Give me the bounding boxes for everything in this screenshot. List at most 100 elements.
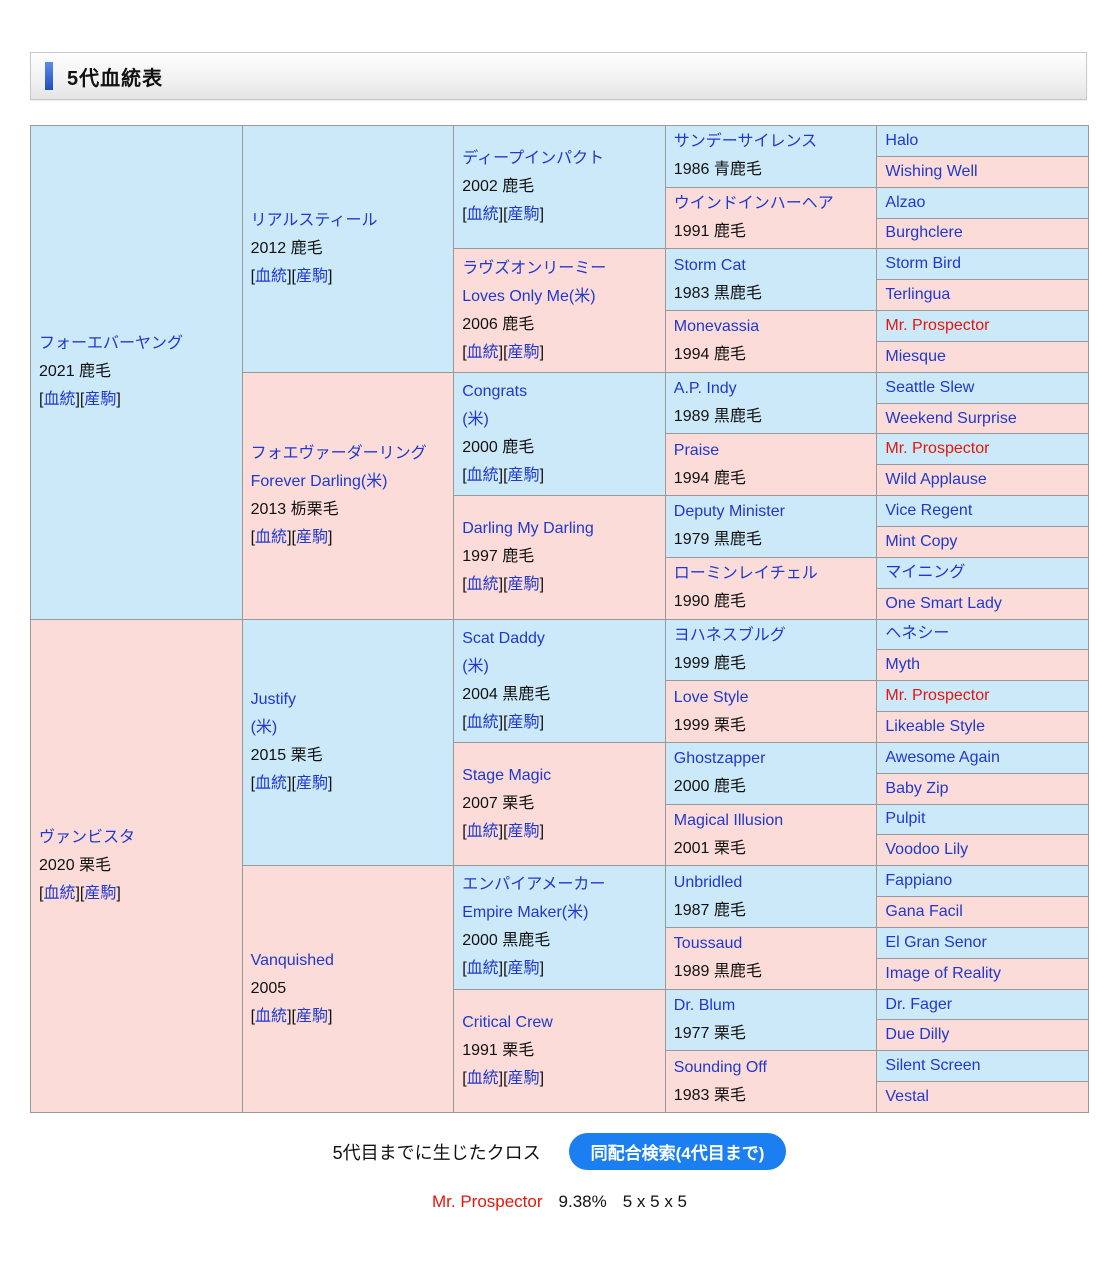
horse-name-link[interactable]: Vice Regent (885, 502, 973, 520)
offspring-link[interactable]: 産駒 (295, 775, 328, 793)
horse-name-link[interactable]: Fappiano (885, 872, 953, 890)
offspring-link[interactable]: 産駒 (507, 206, 540, 224)
horse-name-link[interactable]: Due Dilly (885, 1026, 950, 1044)
offspring-link[interactable]: 産駒 (295, 267, 328, 285)
horse-name-link[interactable]: Wild Applause (885, 471, 987, 489)
horse-name-link[interactable]: リアルスティール (250, 211, 378, 229)
horse-name-link[interactable]: Forever Darling(米) (250, 472, 388, 490)
horse-name-link[interactable]: Unbridled (673, 873, 743, 891)
offspring-link[interactable]: 産駒 (507, 466, 540, 484)
offspring-link[interactable]: 産駒 (84, 884, 117, 902)
horse-name-link[interactable]: Storm Cat (673, 256, 746, 274)
horse-name-link[interactable]: Voodoo Lily (885, 841, 969, 859)
horse-name-link[interactable]: A.P. Indy (673, 380, 737, 398)
horse-name-link[interactable]: ウインドインハーヘア (673, 195, 834, 213)
horse-name-link[interactable]: Storm Bird (885, 255, 961, 273)
offspring-link[interactable]: 産駒 (507, 713, 540, 731)
horse-name-link[interactable]: ラヴズオンリーミー (462, 259, 607, 277)
pedigree-link[interactable]: 血統 (255, 775, 288, 793)
offspring-link[interactable]: 産駒 (507, 1069, 540, 1087)
offspring-link[interactable]: 産駒 (295, 1008, 328, 1026)
offspring-link[interactable]: 産駒 (295, 528, 328, 546)
pedigree-link[interactable]: 血統 (255, 528, 288, 546)
pedigree-link[interactable]: 血統 (255, 1008, 288, 1026)
pedigree-link[interactable]: 血統 (466, 206, 499, 224)
pedigree-link[interactable]: 血統 (466, 960, 499, 978)
horse-name-link[interactable]: Toussaud (673, 935, 743, 953)
horse-name-link[interactable]: Dr. Fager (885, 995, 953, 1013)
horse-name-link[interactable]: Love Style (673, 688, 749, 706)
horse-name-link[interactable]: フォエヴァーダーリング (250, 444, 427, 462)
horse-name-link[interactable]: ヘネシー (885, 625, 950, 643)
horse-name-link[interactable]: Monevassia (673, 318, 760, 336)
horse-name-link[interactable]: Scat Daddy (462, 629, 545, 647)
offspring-link[interactable]: 産駒 (507, 960, 540, 978)
offspring-link[interactable]: 産駒 (507, 343, 540, 361)
horse-name-link[interactable]: Dr. Blum (673, 996, 736, 1014)
horse-name-link[interactable]: Myth (885, 656, 921, 674)
horse-name-link[interactable]: マイニング (885, 563, 966, 581)
horse-name-link[interactable]: Critical Crew (462, 1013, 553, 1031)
horse-name-link[interactable]: Weekend Surprise (885, 409, 1017, 427)
horse-name-link[interactable]: (米) (250, 719, 278, 737)
horse-name-link[interactable]: Likeable Style (885, 717, 986, 735)
horse-name-link[interactable]: (米) (462, 410, 489, 428)
horse-name-link[interactable]: Silent Screen (885, 1057, 981, 1075)
offspring-link[interactable]: 産駒 (507, 576, 540, 594)
horse-name-link[interactable]: Miesque (885, 347, 946, 365)
pedigree-link[interactable]: 血統 (466, 466, 499, 484)
horse-name-link[interactable]: Magical Illusion (673, 811, 784, 829)
horse-name-link[interactable]: Halo (885, 131, 919, 149)
horse-name-link[interactable]: ディープインパクト (462, 150, 605, 168)
horse-name-link[interactable]: エンパイアメーカー (462, 876, 606, 894)
offspring-link[interactable]: 産駒 (84, 391, 117, 409)
pedigree-link[interactable]: 血統 (466, 713, 499, 731)
pedigree-link[interactable]: 血統 (43, 884, 76, 902)
horse-name-link[interactable]: Awesome Again (885, 748, 1000, 766)
horse-name-link[interactable]: Wishing Well (885, 162, 978, 180)
pedigree-link[interactable]: 血統 (466, 823, 499, 841)
pedigree-link[interactable]: 血統 (466, 343, 499, 361)
horse-name-link[interactable]: Burghclere (885, 224, 963, 242)
horse-name-link[interactable]: Sounding Off (673, 1058, 767, 1076)
same-mating-search-button[interactable]: 同配合検索(4代目まで) (568, 1133, 787, 1170)
horse-name-link[interactable]: Darling My Darling (462, 520, 594, 538)
pedigree-cell-gen5-11: Mr. Prospector (877, 434, 1088, 465)
horse-name-link[interactable]: Justify (250, 691, 296, 709)
horse-name-link[interactable]: Congrats (462, 382, 528, 400)
cross-toolbar: 5代目までに生じたクロス 同配合検索(4代目まで) (30, 1133, 1089, 1170)
horse-name-link[interactable]: El Gran Senor (885, 933, 987, 951)
horse-name-link[interactable]: Baby Zip (885, 779, 949, 797)
pedigree-link[interactable]: 血統 (43, 391, 76, 409)
horse-name-link[interactable]: Image of Reality (885, 964, 1001, 982)
horse-name-link[interactable]: Deputy Minister (673, 503, 785, 521)
pedigree-link[interactable]: 血統 (466, 576, 499, 594)
horse-name-link[interactable]: Mint Copy (885, 532, 958, 550)
horse-name-link[interactable]: Loves Only Me(米) (462, 287, 596, 305)
horse-name-link[interactable]: Vestal (885, 1088, 929, 1106)
horse-name-link[interactable]: Empire Maker(米) (462, 904, 589, 922)
pedigree-link[interactable]: 血統 (255, 267, 288, 285)
pedigree-cell-gen5-32: Vestal (877, 1082, 1088, 1112)
horse-name-link[interactable]: Seattle Slew (885, 378, 975, 396)
horse-name-link[interactable]: Praise (673, 441, 720, 459)
horse-name-link[interactable]: (米) (462, 657, 489, 675)
horse-name-link[interactable]: サンデーサイレンス (673, 133, 818, 151)
horse-name-link[interactable]: Stage Magic (462, 767, 552, 785)
pedigree-cell-gen3-3: Congrats (米) 2000 鹿毛 [血統][産駒] (454, 372, 665, 496)
pedigree-link[interactable]: 血統 (466, 1069, 499, 1087)
horse-name-link[interactable]: ヨハネスブルグ (673, 626, 786, 644)
horse-name-link[interactable]: Gana Facil (885, 903, 963, 921)
horse-name-link[interactable]: Pulpit (885, 810, 926, 828)
offspring-link[interactable]: 産駒 (507, 823, 540, 841)
year-coat-label: 2000 鹿毛 (462, 438, 535, 456)
horse-name-link[interactable]: Ghostzapper (673, 750, 766, 768)
horse-name-link[interactable]: ローミンレイチェル (673, 565, 818, 583)
pedigree-cell-gen2-1: リアルスティール 2012 鹿毛 [血統][産駒] (242, 126, 454, 372)
horse-name-link[interactable]: Alzao (885, 193, 926, 211)
horse-name-link[interactable]: フォーエバーヤング (39, 335, 184, 353)
horse-name-link[interactable]: Terlingua (885, 286, 951, 304)
horse-name-link[interactable]: Vanquished (250, 952, 334, 970)
horse-name-link[interactable]: One Smart Lady (885, 594, 1002, 612)
horse-name-link[interactable]: ヴァンビスタ (39, 828, 136, 846)
